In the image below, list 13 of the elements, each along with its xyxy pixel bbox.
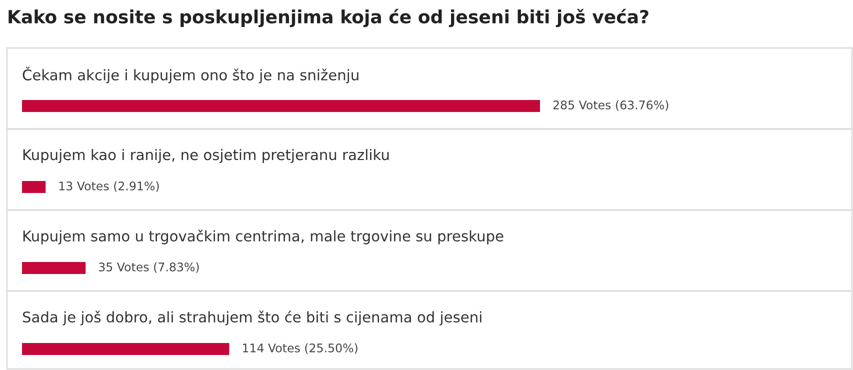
bar bbox=[22, 262, 86, 274]
chart-title: Kako se nosite s poskupljenjima koja će od jeseni biti još veća? bbox=[8, 8, 648, 28]
bar bbox=[22, 100, 540, 112]
data-label: 13 Votes (2.91%) bbox=[59, 181, 159, 192]
data-label: 35 Votes (7.83%) bbox=[99, 262, 199, 273]
data-label: 285 Votes (63.76%) bbox=[553, 100, 668, 111]
y-tick-label: Kupujem samo u trgovačkim centrima, male trgovine su preskupe bbox=[23, 230, 504, 244]
data-label: 114 Votes (25.50%) bbox=[242, 343, 358, 354]
y-tick-label: Sada je još dobro, ali strahujem što će biti s cijenama od jeseni bbox=[22, 310, 482, 326]
y-tick-label: Kupujem kao i ranije, ne osjetim pretjeranu razliku bbox=[23, 148, 389, 164]
bar bbox=[22, 343, 230, 355]
y-tick-label: Čekam akcije i kupujem ono što je na sniženju bbox=[22, 66, 358, 84]
bar bbox=[22, 181, 46, 193]
